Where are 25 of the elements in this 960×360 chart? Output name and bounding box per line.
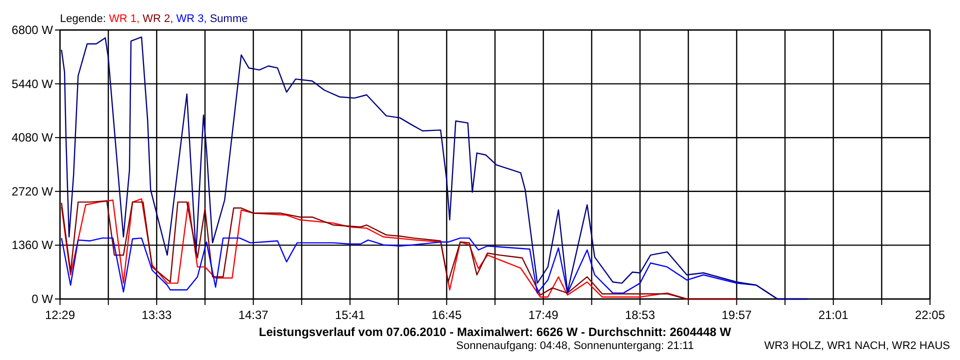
x-tick-label: 13:33 — [142, 308, 172, 322]
x-tick-label: 19:57 — [722, 308, 752, 322]
y-tick-label: 1360 W — [12, 238, 54, 252]
y-tick-label: 4080 W — [12, 130, 54, 145]
text: Sonnenaufgang: 04:48, Sonnenuntergang: 21:11 — [456, 340, 694, 352]
line-series — [60, 36, 808, 300]
y-tick-label: 5440 W — [12, 76, 54, 91]
text: WR 1, — [108, 13, 143, 25]
x-tick-label: 12:29 — [44, 308, 76, 322]
text: Summe — [210, 13, 248, 25]
text: WR3 HOLZ, WR1 NACH, WR2 HAUS — [764, 340, 950, 352]
x-tick-label: 17:49 — [528, 308, 559, 322]
text: WR 2, — [142, 13, 176, 25]
x-tick-label: 16:45 — [432, 308, 462, 322]
x-tick-label: 22:05 — [914, 308, 946, 322]
y-tick-label: 0 W — [32, 292, 54, 306]
x-tick-label: 14:37 — [238, 308, 269, 322]
x-tick-label: 21:01 — [818, 308, 849, 322]
text: Leistungsverlauf vom 07.06.2010 - Maximalwert: 6626 W - Durchschnitt: 2604448 W — [258, 325, 732, 339]
y-tick-label: 6800 W — [12, 23, 54, 37]
legend-title: Legende: — [60, 13, 109, 25]
x-tick-label: 15:41 — [334, 308, 366, 322]
x-tick-label: 18:53 — [624, 308, 656, 322]
text: WR 3, — [176, 13, 210, 25]
y-tick-label: 2720 W — [12, 184, 54, 198]
